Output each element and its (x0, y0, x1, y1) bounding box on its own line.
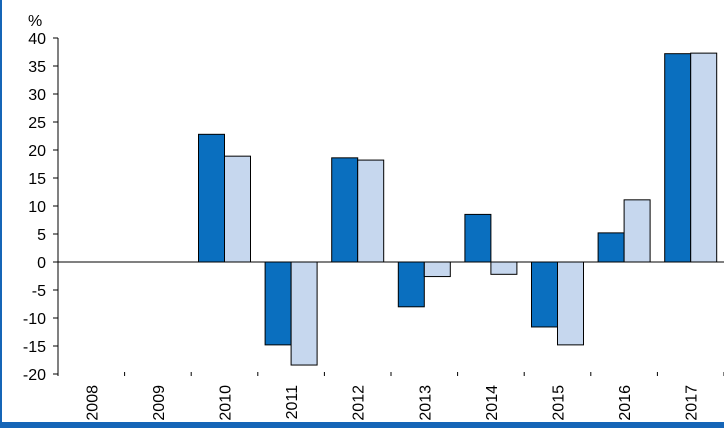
x-tick-label: 2015 (551, 385, 568, 421)
x-tick-label: 2014 (484, 385, 501, 421)
y-tick-label: -10 (23, 311, 46, 328)
y-tick-label: 25 (28, 115, 46, 132)
y-tick-label: 30 (28, 87, 46, 104)
x-tick-label: 2016 (617, 385, 634, 421)
y-tick-label: 10 (28, 199, 46, 216)
bar-2015-series-1 (531, 261, 558, 328)
x-tick-label: 2010 (218, 385, 235, 421)
bar-2016-series-2 (623, 199, 651, 263)
y-unit-label: % (28, 13, 42, 30)
y-tick-label: 0 (37, 255, 46, 272)
y-axis: 40 35 30 25 20 15 10 5 0 -5 -10 -15 -20 (23, 31, 59, 384)
bar-2017-series-1 (664, 53, 692, 263)
x-tick-label: 2012 (351, 385, 368, 421)
y-tick-label: 20 (28, 143, 46, 160)
bar-2014-series-2 (490, 261, 518, 275)
bar-2013-series-1 (397, 261, 425, 308)
x-tick-label: 2008 (84, 385, 101, 421)
y-tick-label: -5 (32, 283, 46, 300)
x-tick-label: 2009 (151, 385, 168, 421)
bars (198, 52, 718, 366)
x-tick-label: 2017 (684, 385, 701, 421)
y-tick-label: 40 (28, 31, 46, 48)
y-tick-label: 5 (37, 227, 46, 244)
bar-2013-series-2 (423, 261, 451, 278)
bar-2016-series-1 (597, 232, 625, 263)
bar-2014-series-1 (464, 213, 492, 263)
bar-2011-series-1 (264, 261, 292, 346)
y-tick-label: 35 (28, 59, 46, 76)
x-tick-label: 2013 (417, 385, 434, 421)
x-axis: 2008 2009 2010 2011 2012 2013 2014 2015 2016 2017 (57, 261, 724, 421)
y-tick-label: 15 (28, 171, 46, 188)
y-tick-label: -20 (23, 367, 46, 384)
bar-2010-series-2 (224, 155, 251, 263)
bar-2015-series-2 (557, 261, 584, 346)
x-tick-label: 2011 (284, 385, 301, 420)
bar-2010-series-1 (198, 133, 225, 263)
bar-2012-series-2 (357, 159, 385, 263)
bar-2011-series-2 (290, 261, 318, 366)
bar-2017-series-2 (690, 52, 718, 263)
bar-2012-series-1 (331, 157, 359, 263)
y-tick-label: -15 (23, 339, 46, 356)
